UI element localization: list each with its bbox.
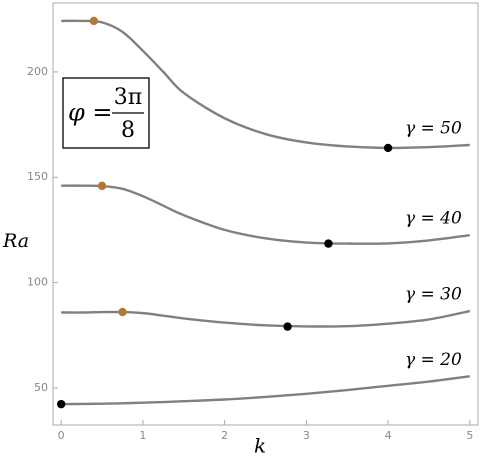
marker (283, 322, 292, 331)
y-tick-label: 100 (27, 276, 48, 289)
marker (324, 239, 333, 248)
curve (61, 309, 471, 328)
x-tick-label: 4 (385, 429, 392, 442)
curve-label: γ = 20 (405, 350, 462, 370)
annotation-numerator: 3π (114, 85, 142, 110)
x-axis-label: k (254, 434, 266, 458)
y-tick-label: 150 (27, 170, 48, 183)
x-tick-label: 3 (303, 429, 310, 442)
annotation-lhs: φ = (68, 99, 113, 127)
plot-frame (52, 2, 479, 426)
x-tick-label: 2 (221, 429, 228, 442)
curve (61, 375, 470, 406)
marker (118, 307, 127, 317)
marker (89, 16, 99, 26)
marker (56, 399, 66, 409)
curve-label: γ = 40 (405, 209, 462, 229)
y-tick-label: 50 (34, 381, 48, 394)
x-tick-label: 1 (139, 429, 146, 442)
annotation-denominator: 8 (121, 118, 135, 143)
curve-label: γ = 30 (405, 285, 462, 305)
marker (97, 181, 107, 191)
x-tick-label: 5 (466, 429, 473, 442)
x-tick-label: 0 (58, 429, 65, 442)
y-tick-label: 200 (27, 65, 48, 78)
curve-label: γ = 50 (405, 119, 462, 139)
y-axis-label: Ra (2, 230, 29, 252)
marker (383, 143, 393, 153)
